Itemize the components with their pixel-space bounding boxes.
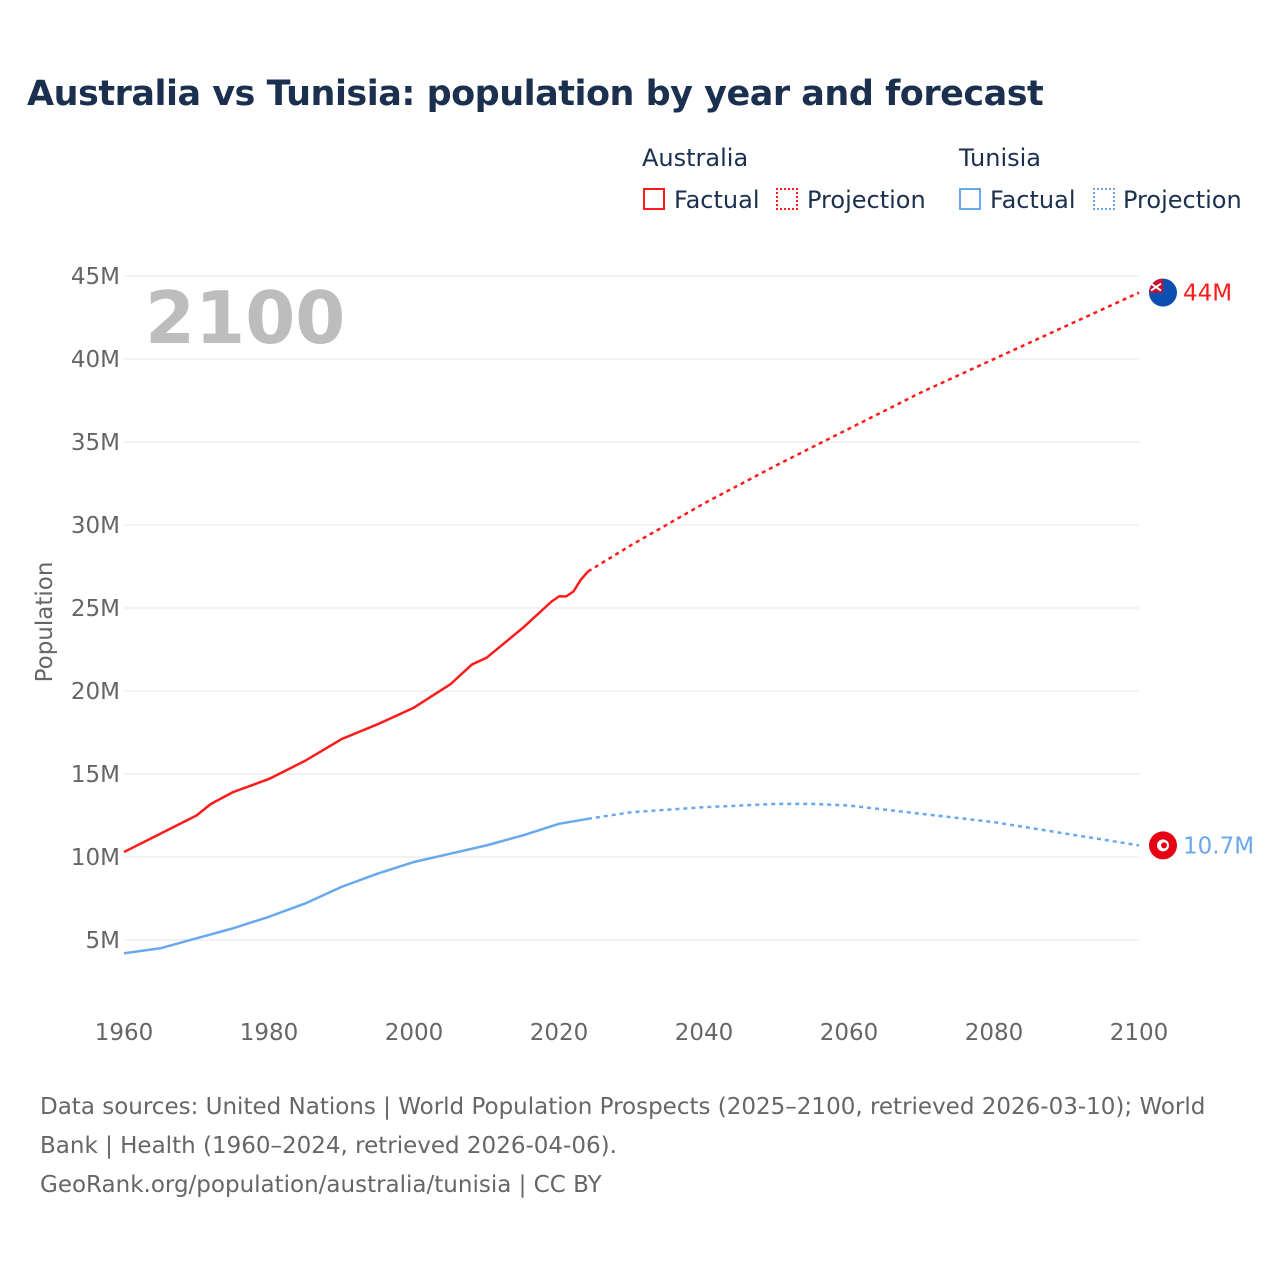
legend-item-tunisia-factual[interactable]: Factual — [990, 186, 1076, 214]
y-tick-label: 15M — [71, 762, 120, 788]
legend-group-australia: Australia — [642, 144, 749, 172]
end-label-tunisia: 10.7M — [1183, 833, 1254, 859]
end-label-australia: 44M — [1183, 281, 1232, 307]
legend-swatch-tunisia-factual — [959, 188, 981, 210]
footer: Data sources: United Nations | World Pop… — [40, 1088, 1240, 1205]
x-tick-label: 2060 — [820, 1020, 879, 1046]
y-tick-label: 5M — [86, 928, 120, 954]
line-tunisia-factual — [123, 817, 589, 955]
x-tick-label: 2080 — [965, 1020, 1024, 1046]
y-tick-label: 25M — [71, 596, 120, 622]
legend-swatch-tunisia-projection — [1093, 188, 1115, 210]
flag-cross — [1150, 282, 1162, 292]
chart-title: Australia vs Tunisia: population by year… — [27, 74, 1044, 114]
y-tick-label: 20M — [71, 679, 120, 705]
line-australia-projection — [587, 291, 1140, 573]
y-tick-label: 40M — [71, 347, 120, 373]
legend-item-australia-projection[interactable]: Projection — [807, 186, 926, 214]
legend-group-tunisia: Tunisia — [959, 144, 1041, 172]
line-tunisia-projection — [587, 802, 1140, 847]
x-tick-label: 1960 — [95, 1020, 154, 1046]
flag-crescent — [1161, 842, 1167, 849]
y-tick-label: 30M — [71, 513, 120, 539]
legend-item-tunisia-projection[interactable]: Projection — [1123, 186, 1242, 214]
x-tick-label: 2100 — [1110, 1020, 1169, 1046]
y-tick-label: 35M — [71, 430, 120, 456]
x-tick-label: 2000 — [385, 1020, 444, 1046]
y-axis-label: Population — [32, 562, 58, 683]
x-tick-label: 1980 — [240, 1020, 299, 1046]
credit-link[interactable]: GeoRank.org/population/australia/tunisia… — [40, 1172, 602, 1198]
y-tick-label: 10M — [71, 845, 120, 871]
legend-swatch-australia-factual — [643, 188, 665, 210]
x-tick-label: 2040 — [675, 1020, 734, 1046]
year-label: 2100 — [145, 276, 345, 360]
legend-item-australia-factual[interactable]: Factual — [674, 186, 760, 214]
legend-swatch-australia-projection — [776, 188, 798, 210]
data-sources: Data sources: United Nations | World Pop… — [40, 1094, 1206, 1159]
line-australia-factual — [123, 570, 589, 854]
x-tick-label: 2020 — [530, 1020, 589, 1046]
y-tick-label: 45M — [71, 264, 120, 290]
